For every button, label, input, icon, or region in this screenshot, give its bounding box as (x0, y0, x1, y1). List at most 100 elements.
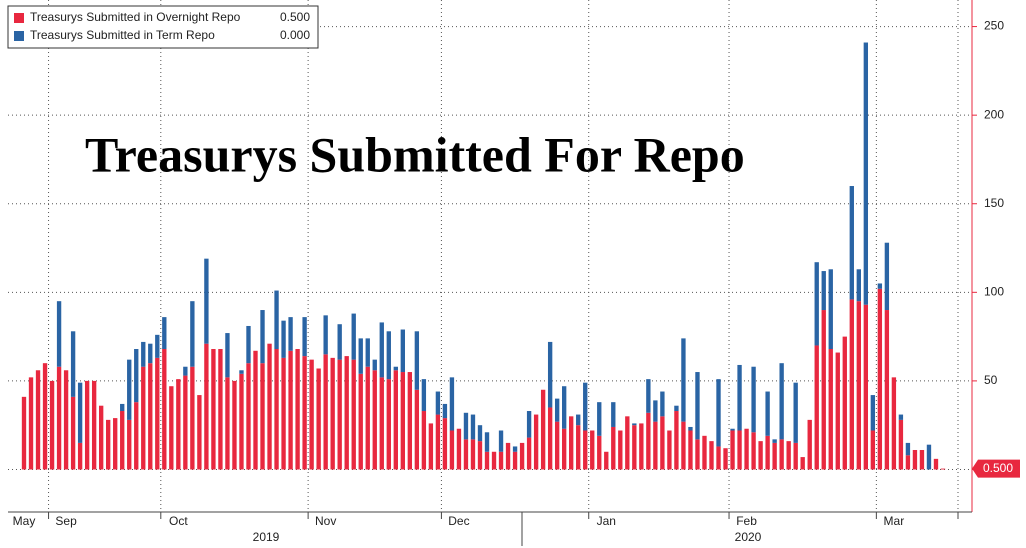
x-tick-label: Jan (597, 514, 616, 528)
bar-segment (190, 366, 195, 470)
bar-segment (765, 391, 770, 436)
bar-segment (716, 446, 721, 470)
bar-segment (330, 357, 335, 470)
bar-segment (155, 334, 160, 358)
bar-segment (730, 430, 735, 470)
bar-segment (56, 366, 62, 470)
bar-segment (618, 430, 623, 470)
bar-segment (646, 412, 651, 470)
bar-segment (898, 419, 904, 470)
bar-segment (477, 441, 483, 470)
bar-segment (155, 357, 160, 470)
bar-segment (267, 343, 272, 470)
bar-segment (814, 345, 819, 470)
bar-segment (940, 468, 946, 470)
bar-segment (190, 301, 195, 367)
bar-segment (863, 304, 869, 470)
bar-segment (491, 451, 497, 470)
bar-segment (653, 400, 658, 422)
bar-segment (512, 451, 518, 470)
bar-segment (372, 359, 377, 371)
bar-segment (414, 331, 420, 390)
bar-segment (295, 349, 300, 470)
x-tick-label: Mar (884, 514, 905, 528)
bar-segment (786, 441, 791, 470)
bar-segment (653, 421, 658, 470)
bar-segment (933, 458, 939, 470)
bar-segment (709, 441, 714, 470)
bar-segment (309, 359, 314, 470)
bar-segment (526, 411, 532, 438)
bar-segment (554, 421, 560, 470)
bar-segment (821, 271, 826, 311)
bar-segment (358, 338, 363, 374)
legend-swatch (14, 13, 24, 23)
bar-segment (533, 414, 539, 470)
bar-segment (400, 329, 405, 373)
bar-segment (70, 396, 76, 470)
bar-segment (807, 419, 812, 470)
bar-segment (358, 373, 363, 470)
bar-segment (435, 391, 441, 415)
bar-segment (204, 343, 209, 470)
bar-segment (758, 441, 763, 470)
bar-segment (176, 379, 181, 470)
x-tick-label: May (13, 514, 36, 528)
bar-segment (323, 315, 328, 355)
bar-segment (821, 310, 826, 470)
bar-segment (302, 317, 307, 357)
bar-segment (576, 414, 581, 426)
legend-box (7, 5, 319, 49)
bar-segment (569, 416, 574, 470)
bar-segment (456, 428, 462, 470)
bar-segment (765, 435, 770, 470)
x-tick-label: Dec (448, 514, 469, 528)
bar-segment (274, 290, 279, 350)
bar-segment (379, 377, 384, 470)
bar-segment (842, 336, 847, 470)
bar-segment (695, 372, 700, 440)
bar-segment (898, 414, 904, 420)
bar-segment (204, 258, 209, 344)
bars (21, 42, 946, 470)
bar-segment (162, 349, 167, 470)
bar-segment (583, 430, 588, 470)
legend: Treasurys Submitted in Overnight Repo 0.5… (7, 5, 319, 49)
bar-segment (484, 432, 490, 452)
bar-segment (912, 449, 918, 470)
bar-segment (800, 457, 805, 470)
bar-segment (547, 341, 553, 408)
bar-segment (120, 403, 125, 412)
bar-segment (183, 375, 188, 470)
bar-segment (646, 379, 651, 413)
bar-segment (246, 363, 251, 470)
axes: 050100150200250MaySepOctNovDecJanFebMar2… (13, 19, 1020, 546)
bar-segment (926, 444, 932, 470)
bar-segment (519, 442, 525, 470)
legend-label: Treasurys Submitted in Overnight Repo (30, 10, 241, 24)
bar-segment (211, 349, 216, 470)
bar-segment (442, 403, 448, 419)
bar-segment (737, 364, 742, 431)
legend-label: Treasurys Submitted in Term Repo (30, 28, 215, 42)
bar-segment (323, 354, 328, 470)
bar-segment (463, 412, 469, 440)
bar-segment (681, 338, 686, 422)
bar-segment (744, 428, 749, 470)
bar-segment (856, 301, 861, 470)
bar-segment (239, 373, 244, 470)
last-value-tag (972, 459, 1020, 478)
bar-segment (127, 419, 132, 470)
bar-segment (35, 370, 41, 470)
bar-segment (281, 320, 286, 358)
y-tick-label: 200 (984, 107, 1004, 121)
bar-segment (246, 325, 251, 364)
bar-segment (884, 242, 890, 311)
y-tick-label: 250 (984, 19, 1004, 33)
bar-segment (498, 451, 504, 470)
bar-segment (183, 366, 188, 376)
bar-segment (162, 317, 167, 350)
bar-segment (449, 430, 455, 470)
bar-segment (393, 370, 398, 470)
bar-segment (141, 341, 146, 367)
